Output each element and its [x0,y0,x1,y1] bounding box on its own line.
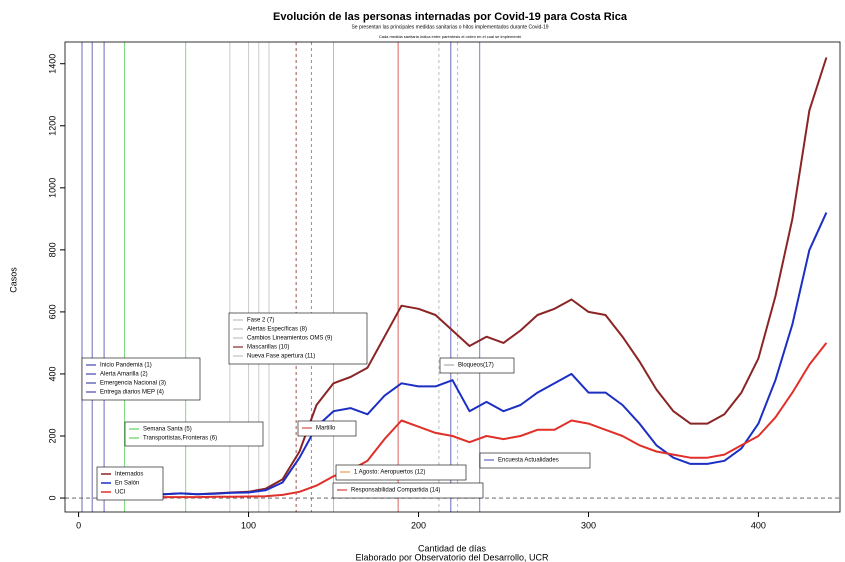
x-axis-label: Cantidad de días [418,543,487,553]
y-tick-label: 1000 [47,178,57,198]
plot-frame [64,41,841,513]
legend-box [479,452,591,469]
legend-label: Bloqueos(17) [458,363,494,369]
y-tick-label: 1400 [47,54,57,74]
y-tick-label: 1200 [47,116,57,136]
legend-box [124,421,264,447]
chart-subtitle: Se presentan las principales medidas san… [351,24,548,30]
series-legend-label: UCI [115,490,126,496]
legend-label: Encuesta Actualidades [498,458,559,464]
legend-label: Mascarillas (10) [247,345,289,351]
legend-box [335,464,467,481]
series-line [112,212,828,496]
caption: Elaborado por Observatorio del Desarroll… [355,552,549,562]
y-tick-label: 800 [47,242,57,257]
legend-label: Emergencia Nacional (3) [100,381,166,387]
x-tick-label: 0 [76,520,81,530]
chart-note: Cada medida sanitaria indica entre parén… [379,34,522,39]
series-line [112,342,828,499]
legend-box [332,482,484,499]
series-legend-label: En Salón [115,481,139,487]
legend-label: Transportistas,Fronteras (6) [143,436,217,442]
series-legend-label: Internados [115,472,143,478]
legend-label: 1 Agosto: Aeropuertos (12) [354,470,425,476]
x-tick-label: 300 [581,520,596,530]
legend-box [81,357,201,401]
legend-label: Martillo [316,426,336,432]
y-tick-label: 200 [47,428,57,443]
chart-title: Evolución de las personas internadas por… [273,11,628,23]
legend-label: Alerta Amarilla (2) [100,372,148,378]
y-tick-label: 400 [47,366,57,381]
y-tick-label: 0 [47,496,57,501]
legend-label: Semana Santa (5) [143,427,192,433]
legend-label: Fase 2 (7) [247,318,274,324]
legend-box [228,312,368,365]
legend-label: Nueva Fase apertura (11) [247,354,315,360]
y-axis-label: Casos [8,267,18,293]
y-tick-label: 600 [47,304,57,319]
legend-box [439,357,515,374]
x-tick-label: 400 [751,520,766,530]
x-tick-label: 100 [241,520,256,530]
legend-label: Alertas Específicas (8) [247,327,307,333]
legend-label: Cambios Lineamientos OMS (9) [247,336,332,342]
x-tick-label: 200 [411,520,426,530]
legend-label: Inicio Pandemia (1) [100,363,152,369]
legend-box [297,420,357,437]
legend-label: Responsabilidad Compartida (14) [351,488,440,494]
legend-label: Entrega diarios MEP (4) [100,390,164,396]
